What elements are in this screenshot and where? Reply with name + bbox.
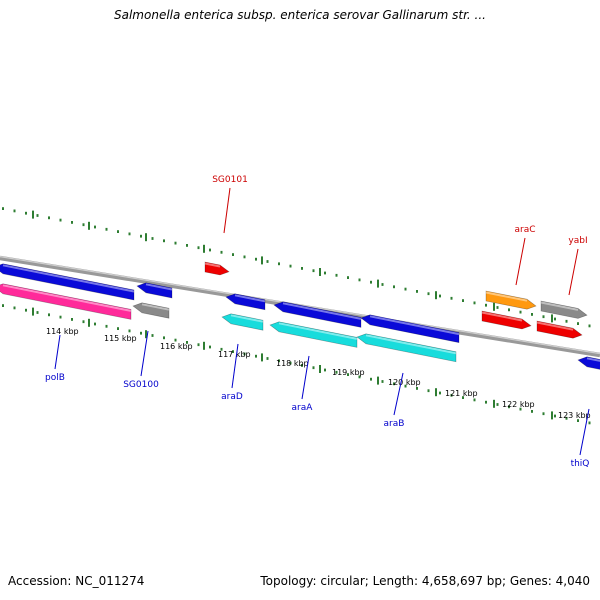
arab-leader-line: [393, 372, 404, 416]
gene-1-feature-highlight: [2, 264, 135, 293]
gene-12-feature-highlight: [481, 311, 523, 322]
tick-label: 123 kbp: [558, 411, 591, 420]
tick-label: 116 kbp: [160, 342, 193, 351]
arab-label: araB: [384, 419, 405, 429]
gene-10-feature-highlight: [365, 334, 457, 355]
yabi-leader-line: [568, 248, 579, 296]
araa-feature: [273, 301, 362, 328]
sg0101-feature-highlight: [204, 262, 221, 268]
thiq-feature: [577, 356, 600, 370]
sg0101-feature: [204, 261, 230, 276]
gene-6-feature: [221, 313, 264, 331]
gene-3-feature: [136, 282, 173, 299]
thiq-leader-line: [579, 408, 590, 456]
yabi-label: yabI: [568, 236, 587, 246]
polb-label: polB: [45, 373, 65, 383]
tick-marks: [2, 207, 591, 425]
arab-feature-highlight: [369, 315, 460, 336]
polb-feature: [0, 283, 132, 320]
gene-6-feature-highlight: [230, 314, 264, 323]
thiq-label: thiQ: [571, 459, 590, 469]
yabi-feature: [540, 300, 588, 319]
arad-feature: [225, 293, 266, 311]
tick-label: 117 kbp: [218, 350, 251, 359]
tick-label: 114 kbp: [46, 327, 79, 336]
sg0101-leader-line: [223, 187, 231, 234]
tick-label: 118 kbp: [276, 359, 309, 368]
gene-1-feature: [0, 263, 135, 301]
tick-labels: 114 kbp 115 kbp 116 kbp 117 kbp 118 kbp 119 k…: [46, 327, 591, 420]
tick-label: 120 kbp: [388, 378, 421, 387]
gene-3-feature-highlight: [145, 283, 173, 291]
araa-label: araA: [292, 403, 314, 413]
sg0100-feature-highlight: [141, 303, 170, 311]
arad-leader-line: [231, 343, 239, 389]
gene-14-feature-highlight: [536, 321, 574, 331]
thiq-feature-highlight: [586, 357, 600, 362]
topology-text: Topology: circular; Length: 4,658,697 bp…: [260, 574, 590, 588]
polb-feature-highlight: [2, 284, 132, 312]
araa-feature-highlight: [282, 302, 362, 320]
tick-label: 121 kbp: [445, 389, 478, 398]
arac-label: araC: [514, 225, 535, 235]
sg0100-label: SG0100: [123, 380, 159, 390]
polb-leader-line: [54, 334, 61, 370]
backbone-highlight: [0, 256, 600, 355]
sg0101-label: SG0101: [212, 175, 248, 185]
accession-text: Accession: NC_011274: [8, 574, 145, 588]
sg0100-leader-line: [140, 330, 149, 377]
gene-labels: polB SG0100 SG0101 araD araA araB araC yabI thiQ: [45, 175, 590, 469]
arab-feature: [360, 314, 460, 343]
tick-label: 122 kbp: [502, 400, 535, 409]
gene-features: [0, 261, 600, 370]
arac-feature: [485, 290, 537, 310]
arad-label: araD: [221, 392, 243, 402]
gene-8-feature: [269, 321, 358, 348]
tick-label: 115 kbp: [104, 334, 137, 343]
yabi-feature-highlight: [540, 301, 579, 311]
sg0100-feature: [132, 302, 170, 319]
arad-feature-highlight: [234, 294, 266, 303]
gene-12-feature: [481, 310, 532, 330]
gene-8-feature-highlight: [278, 322, 358, 340]
tick-label: 119 kbp: [332, 368, 365, 377]
organism-title: Salmonella enterica subsp. enterica sero…: [114, 8, 486, 22]
gene-14-feature: [536, 320, 583, 339]
araa-leader-line: [301, 355, 310, 400]
gene-10-feature: [356, 333, 457, 363]
arac-feature-highlight: [485, 291, 528, 302]
arac-leader-line: [515, 237, 526, 286]
